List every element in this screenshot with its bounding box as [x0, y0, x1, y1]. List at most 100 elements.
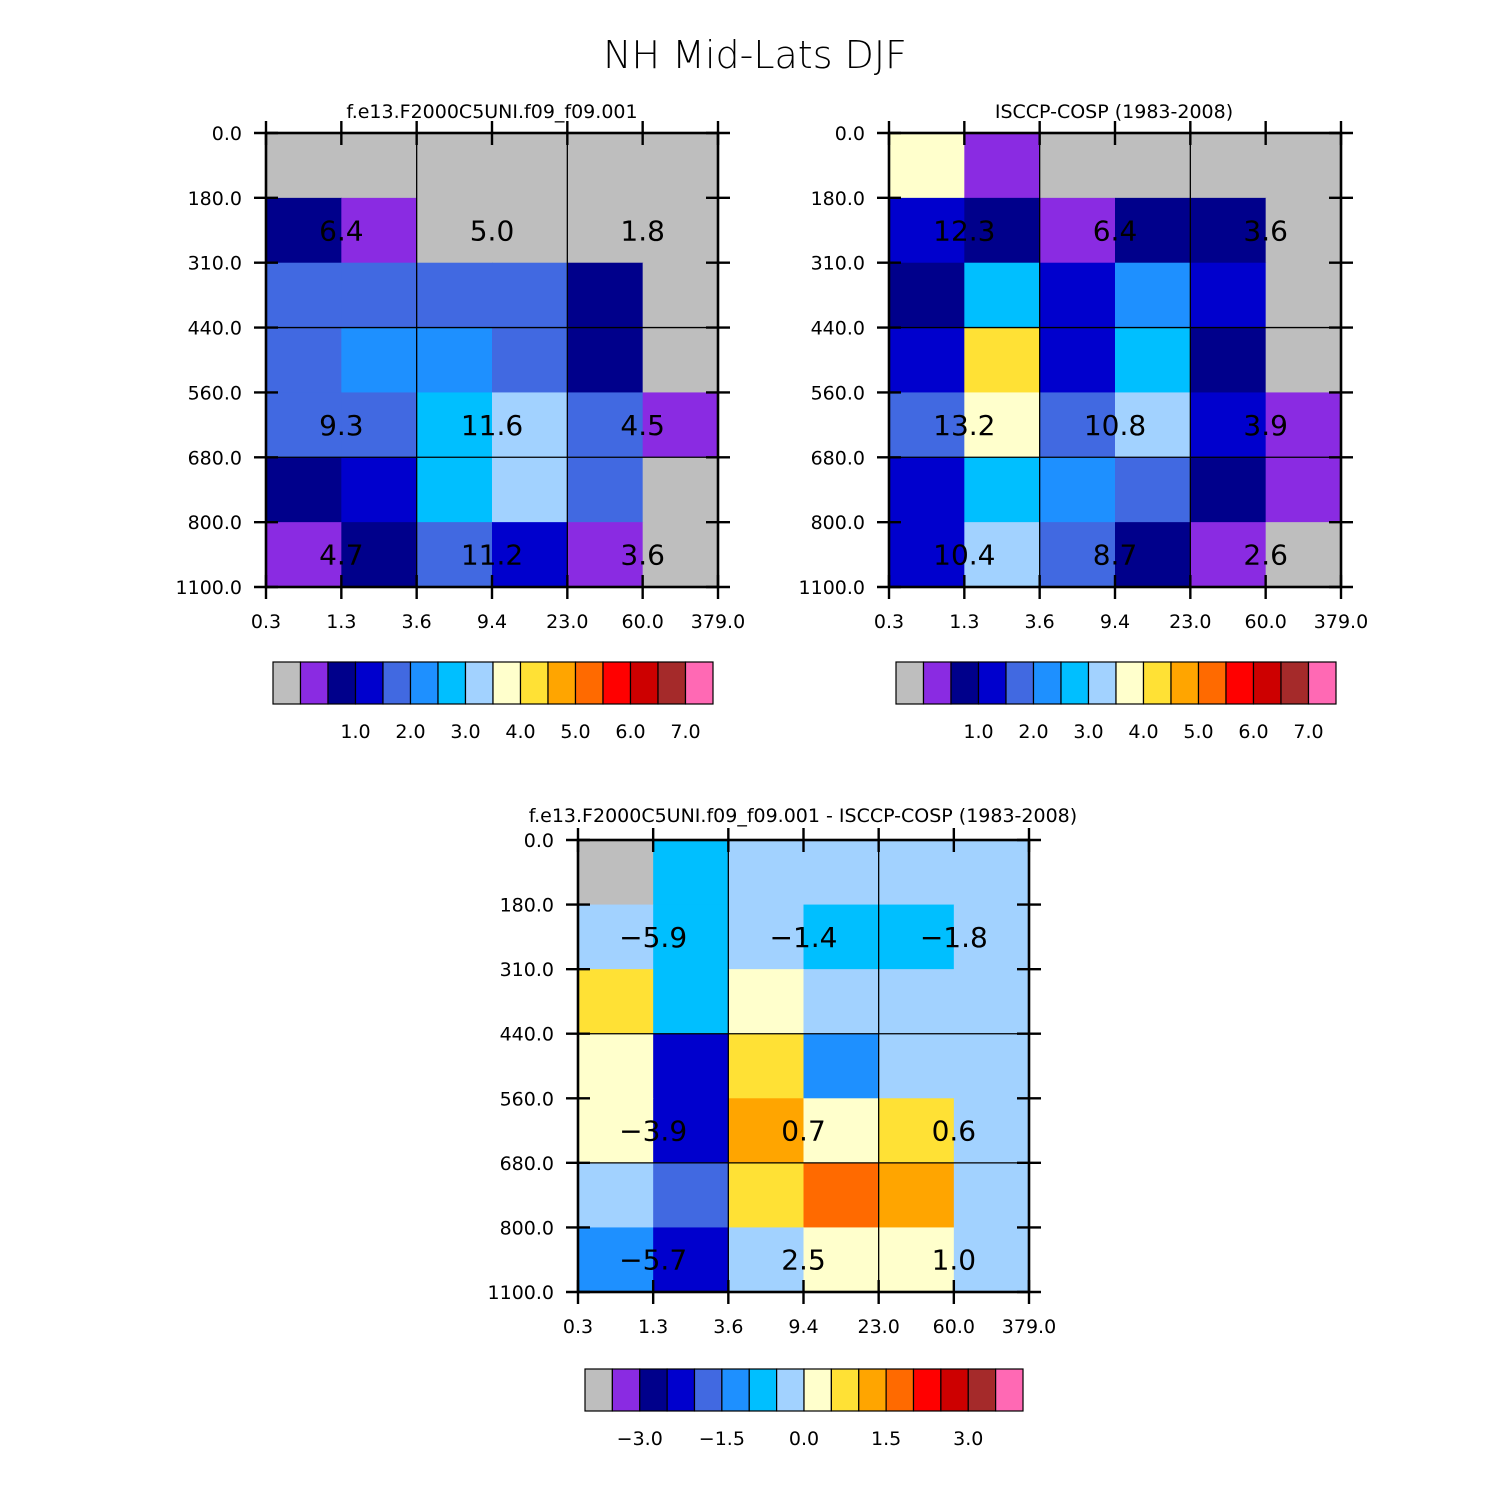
heatmap-cell: [953, 1033, 1030, 1099]
heatmap-cell: [567, 133, 644, 199]
colorbar-box: [940, 1368, 969, 1412]
block-value-label: 10.4: [933, 539, 995, 572]
heatmap-cell: [878, 1162, 955, 1229]
heatmap-cell: [642, 327, 719, 394]
colorbar-label: 6.0: [615, 721, 645, 743]
heatmap-cell: [642, 392, 719, 458]
heatmap-cell: [1115, 262, 1191, 329]
y-tick-label: 680.0: [188, 447, 242, 469]
block-value-label: −1.8: [920, 921, 988, 954]
colorbar-box: [1060, 661, 1090, 705]
heatmap-cell: [1039, 262, 1116, 329]
heatmap-cell: [953, 1227, 1030, 1293]
heatmap-cell: [1115, 457, 1191, 523]
colorbar-box: [629, 661, 659, 705]
heatmap-cell: [728, 1162, 805, 1229]
y-tick-label: 440.0: [811, 318, 865, 340]
heatmap-cell: [964, 392, 1041, 458]
x-tick-label: 0.3: [874, 611, 904, 633]
colorbar-label: 3.0: [953, 1428, 983, 1450]
colorbar-box: [803, 1368, 832, 1412]
block-value-label: 11.2: [461, 539, 523, 572]
colorbar-box: [1197, 661, 1227, 705]
heatmap-cell: [1265, 133, 1342, 199]
heatmap-cell: [878, 1033, 955, 1099]
heatmap-cell: [1190, 522, 1267, 588]
heatmap-cell: [1039, 197, 1116, 264]
heatmap-cell: [578, 969, 654, 1035]
block-value-label: 3.9: [1243, 409, 1288, 442]
colorbar-label: 4.0: [1128, 721, 1158, 743]
heatmap-cell: [416, 262, 493, 329]
heatmap-cell: [1115, 327, 1191, 394]
heatmap-cell: [492, 457, 568, 523]
colorbar-box: [574, 661, 604, 705]
heatmap-cell: [728, 969, 805, 1035]
block-value-label: 6.4: [319, 214, 364, 247]
y-tick-label: 800.0: [188, 512, 242, 534]
heatmap-cell: [341, 522, 418, 588]
heatmap-cell: [803, 969, 880, 1035]
heatmap-cell: [653, 840, 729, 906]
heatmap-cell: [1265, 457, 1342, 523]
heatmap-cell: [964, 327, 1041, 394]
heatmap-cell: [416, 457, 493, 523]
block-value-label: 2.5: [781, 1244, 826, 1277]
heatmap-cell: [953, 969, 1030, 1035]
heatmap-cell: [653, 1162, 729, 1229]
colorbar-box: [299, 661, 329, 705]
y-tick-label: 1100.0: [488, 1282, 554, 1304]
heatmap-cell: [953, 840, 1030, 906]
heatmap-cell: [266, 392, 342, 458]
heatmap-cell: [878, 840, 955, 906]
colorbar-label: 6.0: [1238, 721, 1268, 743]
block-value-label: −3.9: [619, 1115, 687, 1148]
heatmap-cell: [266, 457, 342, 523]
heatmap-cell: [416, 522, 493, 588]
heatmap-cell: [492, 262, 568, 329]
heatmap-cell: [341, 262, 418, 329]
x-tick-label: 23.0: [1169, 611, 1211, 633]
heatmap-cell: [416, 133, 493, 199]
block-value-label: 0.7: [781, 1115, 826, 1148]
heatmap-cell: [889, 262, 965, 329]
heatmap-cell: [889, 197, 965, 264]
y-tick-label: 560.0: [188, 382, 242, 404]
y-tick-label: 180.0: [500, 895, 554, 917]
colorbar-label: 0.0: [789, 1428, 819, 1450]
heatmap-cell: [1039, 327, 1116, 394]
y-tick-label: 310.0: [811, 253, 865, 275]
block-value-label: 4.7: [319, 539, 364, 572]
colorbar-box: [776, 1368, 805, 1412]
colorbar-box: [950, 661, 980, 705]
y-tick-label: 310.0: [188, 253, 242, 275]
heatmap-cell: [642, 133, 719, 199]
heatmap-cell: [567, 392, 644, 458]
x-tick-label: 1.3: [326, 611, 356, 633]
panel-difference: f.e13.F2000C5UNI.f09_f09.001 - ISCCP-COS…: [488, 805, 1078, 1450]
y-tick-label: 560.0: [811, 382, 865, 404]
colorbar-label: 1.0: [963, 721, 993, 743]
x-tick-label: 23.0: [858, 1316, 900, 1338]
x-tick-label: 60.0: [1245, 611, 1287, 633]
colorbar-box: [437, 661, 467, 705]
heatmap-cell: [653, 1098, 729, 1164]
heatmap-cell: [578, 840, 654, 906]
heatmap-cell: [1190, 197, 1267, 264]
colorbar-box: [611, 1368, 641, 1412]
figure-title: NH Mid-Lats DJF: [603, 33, 907, 77]
heatmap-cell: [578, 1227, 654, 1293]
heatmap-cell: [803, 904, 880, 970]
x-tick-label: 9.4: [788, 1316, 818, 1338]
heatmap-cell: [889, 522, 965, 588]
colorbar-box: [885, 1368, 915, 1412]
heatmap-cell: [1190, 392, 1267, 458]
colorbar-box: [1115, 661, 1145, 705]
heatmap-cell: [878, 904, 955, 970]
heatmap-cell: [1190, 457, 1267, 523]
colorbar-box: [922, 661, 952, 705]
heatmap-cell: [567, 457, 644, 523]
y-tick-label: 440.0: [500, 1024, 554, 1046]
heatmap-cell: [1039, 457, 1116, 523]
